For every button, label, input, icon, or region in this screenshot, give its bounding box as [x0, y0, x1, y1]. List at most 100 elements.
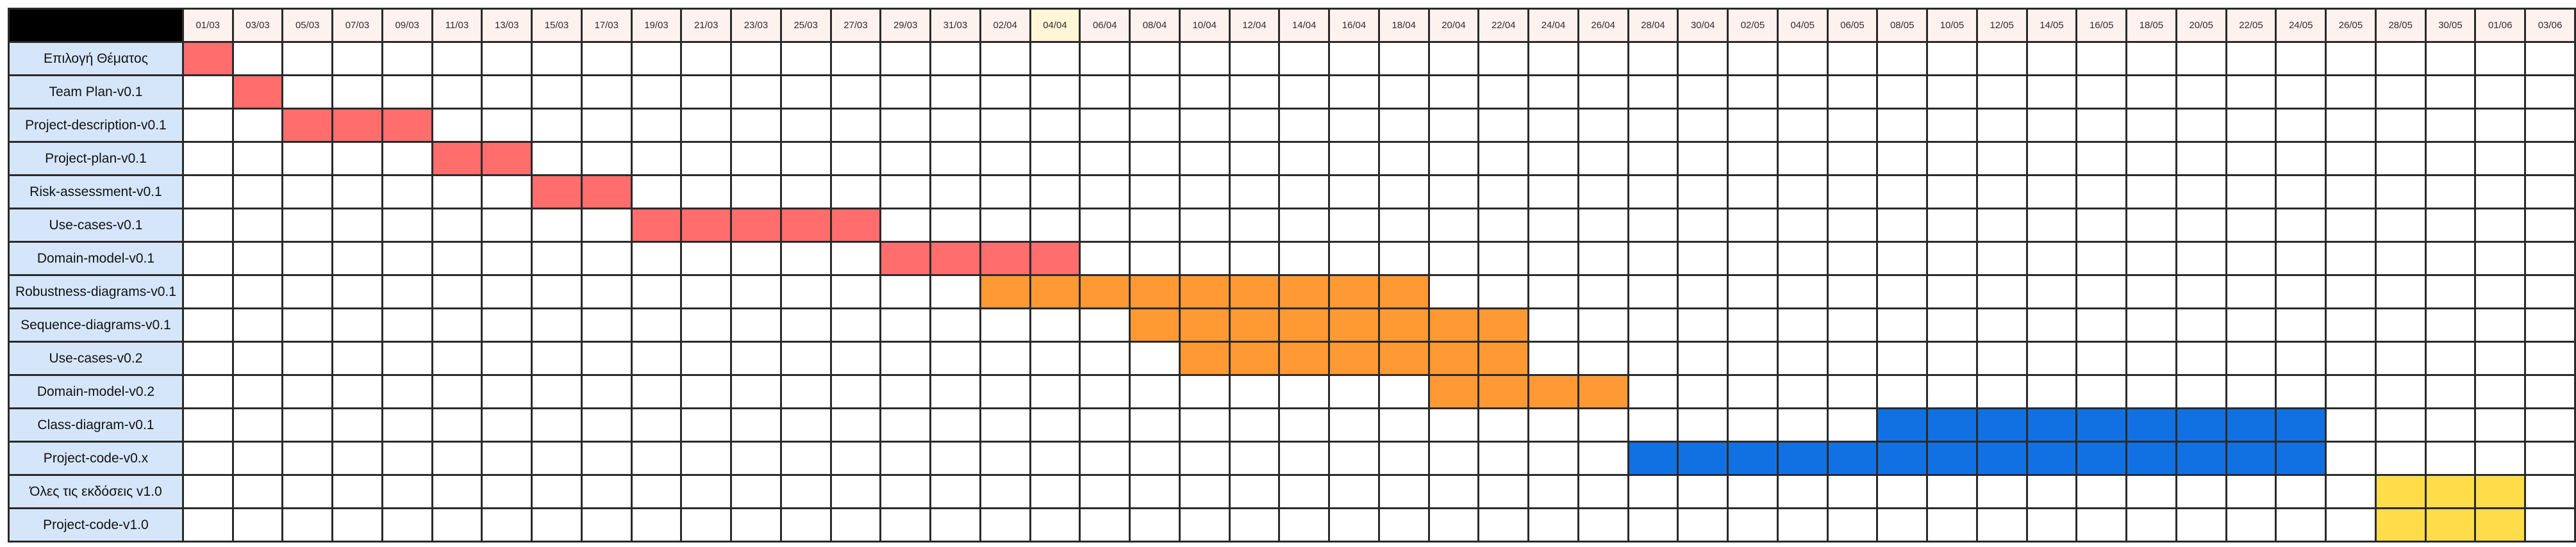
empty-cell — [1826, 141, 1879, 176]
empty-cell — [779, 174, 832, 209]
date-header-08-05: 08/05 — [1876, 8, 1929, 43]
empty-cell — [1876, 374, 1929, 409]
task-label: Robustness-diagrams-v0.1 — [8, 274, 184, 309]
empty-cell — [1627, 208, 1679, 243]
empty-cell — [431, 441, 483, 476]
empty-cell — [481, 108, 533, 143]
empty-cell — [580, 241, 633, 276]
empty-cell — [1328, 474, 1380, 509]
empty-cell — [381, 141, 433, 176]
empty-cell — [779, 507, 832, 543]
empty-cell — [2125, 274, 2177, 309]
empty-cell — [281, 374, 334, 409]
empty-cell — [580, 341, 633, 376]
task-row: Class-diagram-v0.1 — [8, 407, 2576, 443]
empty-cell — [1826, 407, 1879, 443]
empty-cell — [730, 507, 782, 543]
empty-cell — [481, 441, 533, 476]
empty-cell — [630, 307, 683, 343]
empty-cell — [680, 407, 733, 443]
empty-cell — [2125, 507, 2177, 543]
empty-cell — [1278, 141, 1331, 176]
empty-cell — [1427, 274, 1480, 309]
empty-cell — [2175, 241, 2227, 276]
empty-cell — [829, 307, 882, 343]
empty-cell — [1677, 474, 1729, 509]
empty-cell — [431, 274, 483, 309]
empty-cell — [1527, 208, 1579, 243]
empty-cell — [2025, 141, 2078, 176]
empty-cell — [879, 507, 932, 543]
date-header-11-03: 11/03 — [431, 8, 483, 43]
empty-cell — [181, 74, 234, 110]
task-bar-cell — [2225, 407, 2277, 443]
empty-cell — [381, 241, 433, 276]
task-bar-cell — [1328, 341, 1380, 376]
empty-cell — [1876, 474, 1929, 509]
empty-cell — [2175, 208, 2227, 243]
empty-cell — [431, 341, 483, 376]
empty-cell — [431, 74, 483, 110]
empty-cell — [481, 274, 533, 309]
empty-cell — [2175, 307, 2227, 343]
empty-cell — [2424, 174, 2477, 209]
empty-cell — [481, 307, 533, 343]
empty-cell — [1527, 108, 1579, 143]
empty-cell — [531, 307, 583, 343]
empty-cell — [730, 241, 782, 276]
task-bar-cell — [1477, 374, 1530, 409]
empty-cell — [1228, 74, 1281, 110]
empty-cell — [231, 407, 284, 443]
task-bar-cell — [1677, 441, 1729, 476]
empty-cell — [1826, 41, 1879, 76]
empty-cell — [381, 74, 433, 110]
empty-cell — [1926, 41, 1978, 76]
empty-cell — [1129, 341, 1181, 376]
empty-cell — [1129, 108, 1181, 143]
task-bar-cell — [2424, 474, 2477, 509]
empty-cell — [779, 441, 832, 476]
task-bar-cell — [1427, 341, 1480, 376]
empty-cell — [1377, 74, 1430, 110]
empty-cell — [979, 74, 1031, 110]
empty-cell — [580, 74, 633, 110]
empty-cell — [779, 108, 832, 143]
empty-cell — [879, 307, 932, 343]
empty-cell — [231, 374, 284, 409]
task-bar-cell — [2175, 441, 2227, 476]
empty-cell — [1477, 274, 1530, 309]
empty-cell — [1527, 407, 1579, 443]
empty-cell — [2275, 241, 2327, 276]
date-header-28-05: 28/05 — [2374, 8, 2427, 43]
task-bar-cell — [2225, 441, 2277, 476]
task-row: Project-code-v0.x — [8, 441, 2576, 476]
empty-cell — [1129, 208, 1181, 243]
empty-cell — [2025, 374, 2078, 409]
empty-cell — [730, 441, 782, 476]
empty-cell — [1627, 341, 1679, 376]
empty-cell — [1627, 41, 1679, 76]
empty-cell — [531, 208, 583, 243]
empty-cell — [431, 174, 483, 209]
empty-cell — [2325, 407, 2377, 443]
task-bar-cell — [1228, 274, 1281, 309]
empty-cell — [231, 274, 284, 309]
empty-cell — [481, 174, 533, 209]
empty-cell — [2325, 174, 2377, 209]
empty-cell — [2325, 507, 2377, 543]
empty-cell — [1926, 108, 1978, 143]
empty-cell — [1129, 407, 1181, 443]
empty-cell — [2374, 274, 2427, 309]
empty-cell — [1328, 174, 1380, 209]
empty-cell — [2325, 108, 2377, 143]
empty-cell — [1577, 208, 1629, 243]
empty-cell — [1926, 208, 1978, 243]
date-header-25-03: 25/03 — [779, 8, 832, 43]
date-header-13-03: 13/03 — [481, 8, 533, 43]
empty-cell — [1577, 441, 1629, 476]
empty-cell — [381, 341, 433, 376]
task-bar-cell — [281, 108, 334, 143]
empty-cell — [1677, 374, 1729, 409]
empty-cell — [879, 108, 932, 143]
task-bar-cell — [1029, 274, 1081, 309]
